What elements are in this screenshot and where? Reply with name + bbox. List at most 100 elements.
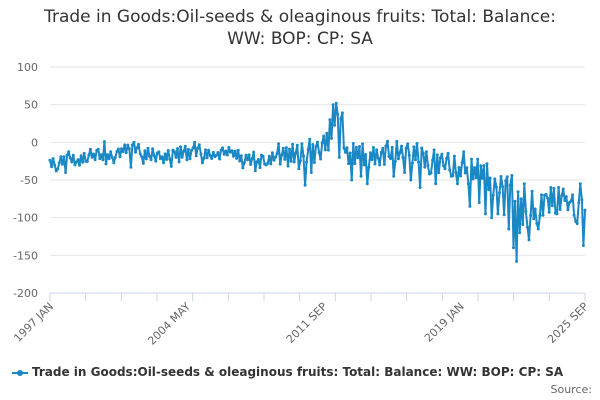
- data-point[interactable]: [359, 174, 363, 178]
- data-point[interactable]: [538, 214, 542, 218]
- data-point[interactable]: [340, 111, 344, 115]
- data-point[interactable]: [342, 146, 346, 150]
- data-point[interactable]: [407, 153, 411, 157]
- data-point[interactable]: [462, 150, 466, 154]
- data-point[interactable]: [87, 153, 91, 157]
- data-point[interactable]: [227, 145, 231, 149]
- data-point[interactable]: [435, 153, 439, 157]
- data-point[interactable]: [381, 146, 385, 150]
- data-point[interactable]: [113, 155, 117, 159]
- data-point[interactable]: [350, 178, 354, 182]
- data-point[interactable]: [319, 157, 323, 161]
- data-point[interactable]: [59, 155, 63, 159]
- data-point[interactable]: [415, 142, 419, 145]
- data-point[interactable]: [56, 167, 60, 171]
- data-point[interactable]: [468, 204, 472, 208]
- data-point[interactable]: [544, 193, 548, 196]
- data-point[interactable]: [57, 161, 61, 165]
- data-point[interactable]: [507, 227, 511, 231]
- data-point[interactable]: [190, 148, 193, 152]
- data-point[interactable]: [252, 150, 256, 154]
- data-point[interactable]: [48, 158, 52, 162]
- data-point[interactable]: [185, 158, 189, 162]
- data-point[interactable]: [515, 259, 519, 263]
- data-point[interactable]: [317, 151, 321, 155]
- data-point[interactable]: [200, 161, 204, 165]
- data-point[interactable]: [403, 171, 407, 174]
- data-point[interactable]: [328, 118, 332, 122]
- data-point[interactable]: [88, 147, 92, 151]
- data-point[interactable]: [337, 155, 341, 159]
- data-point[interactable]: [143, 149, 147, 153]
- data-point[interactable]: [445, 157, 449, 160]
- data-point[interactable]: [410, 161, 414, 165]
- data-point[interactable]: [120, 147, 123, 151]
- data-point[interactable]: [269, 162, 273, 166]
- data-point[interactable]: [580, 198, 584, 202]
- data-point[interactable]: [289, 159, 293, 163]
- data-point[interactable]: [149, 158, 153, 162]
- data-point[interactable]: [406, 142, 410, 146]
- data-point[interactable]: [508, 183, 512, 187]
- data-point[interactable]: [479, 164, 483, 168]
- data-point[interactable]: [414, 158, 417, 162]
- data-point[interactable]: [152, 154, 156, 157]
- data-point[interactable]: [510, 174, 514, 177]
- data-point[interactable]: [312, 161, 316, 164]
- data-point[interactable]: [244, 153, 248, 157]
- data-point[interactable]: [330, 136, 333, 140]
- data-point[interactable]: [494, 185, 498, 189]
- data-point[interactable]: [219, 148, 223, 152]
- data-point[interactable]: [141, 161, 145, 165]
- data-point[interactable]: [174, 155, 178, 159]
- data-point[interactable]: [182, 149, 186, 153]
- data-point[interactable]: [474, 176, 478, 180]
- data-point[interactable]: [488, 176, 492, 180]
- data-point[interactable]: [270, 151, 274, 155]
- data-point[interactable]: [448, 168, 452, 172]
- data-point[interactable]: [76, 158, 80, 162]
- data-point[interactable]: [547, 210, 551, 214]
- data-point[interactable]: [516, 190, 520, 194]
- data-point[interactable]: [566, 208, 570, 212]
- data-point[interactable]: [140, 155, 144, 159]
- data-point[interactable]: [99, 153, 103, 157]
- data-point[interactable]: [292, 160, 296, 164]
- data-point[interactable]: [239, 154, 243, 158]
- data-point[interactable]: [104, 162, 108, 166]
- data-point[interactable]: [496, 212, 500, 216]
- data-point[interactable]: [521, 223, 525, 226]
- data-point[interactable]: [249, 163, 253, 166]
- data-point[interactable]: [555, 212, 559, 216]
- data-point[interactable]: [400, 144, 403, 148]
- data-point[interactable]: [476, 157, 480, 161]
- data-point[interactable]: [96, 147, 100, 151]
- data-point[interactable]: [275, 152, 279, 155]
- data-point[interactable]: [490, 216, 494, 220]
- data-point[interactable]: [110, 155, 114, 159]
- data-point[interactable]: [204, 148, 207, 152]
- data-point[interactable]: [132, 140, 136, 144]
- data-point[interactable]: [115, 150, 119, 153]
- data-point[interactable]: [530, 189, 534, 193]
- data-point[interactable]: [53, 163, 57, 167]
- data-point[interactable]: [51, 157, 55, 161]
- data-point[interactable]: [166, 149, 170, 153]
- data-point[interactable]: [134, 150, 137, 154]
- data-point[interactable]: [375, 148, 379, 152]
- data-point[interactable]: [79, 154, 83, 158]
- legend-item[interactable]: Trade in Goods:Oil-seeds & oleaginous fr…: [12, 365, 563, 379]
- data-point[interactable]: [199, 152, 203, 156]
- data-point[interactable]: [129, 165, 133, 169]
- data-point[interactable]: [73, 163, 77, 167]
- data-point[interactable]: [526, 225, 529, 229]
- data-point[interactable]: [112, 161, 116, 165]
- data-point[interactable]: [477, 201, 481, 205]
- data-point[interactable]: [102, 140, 106, 144]
- data-point[interactable]: [512, 246, 515, 250]
- data-point[interactable]: [286, 164, 290, 168]
- data-point[interactable]: [261, 154, 265, 158]
- data-point[interactable]: [389, 157, 393, 161]
- data-point[interactable]: [50, 165, 54, 169]
- data-point[interactable]: [216, 151, 220, 154]
